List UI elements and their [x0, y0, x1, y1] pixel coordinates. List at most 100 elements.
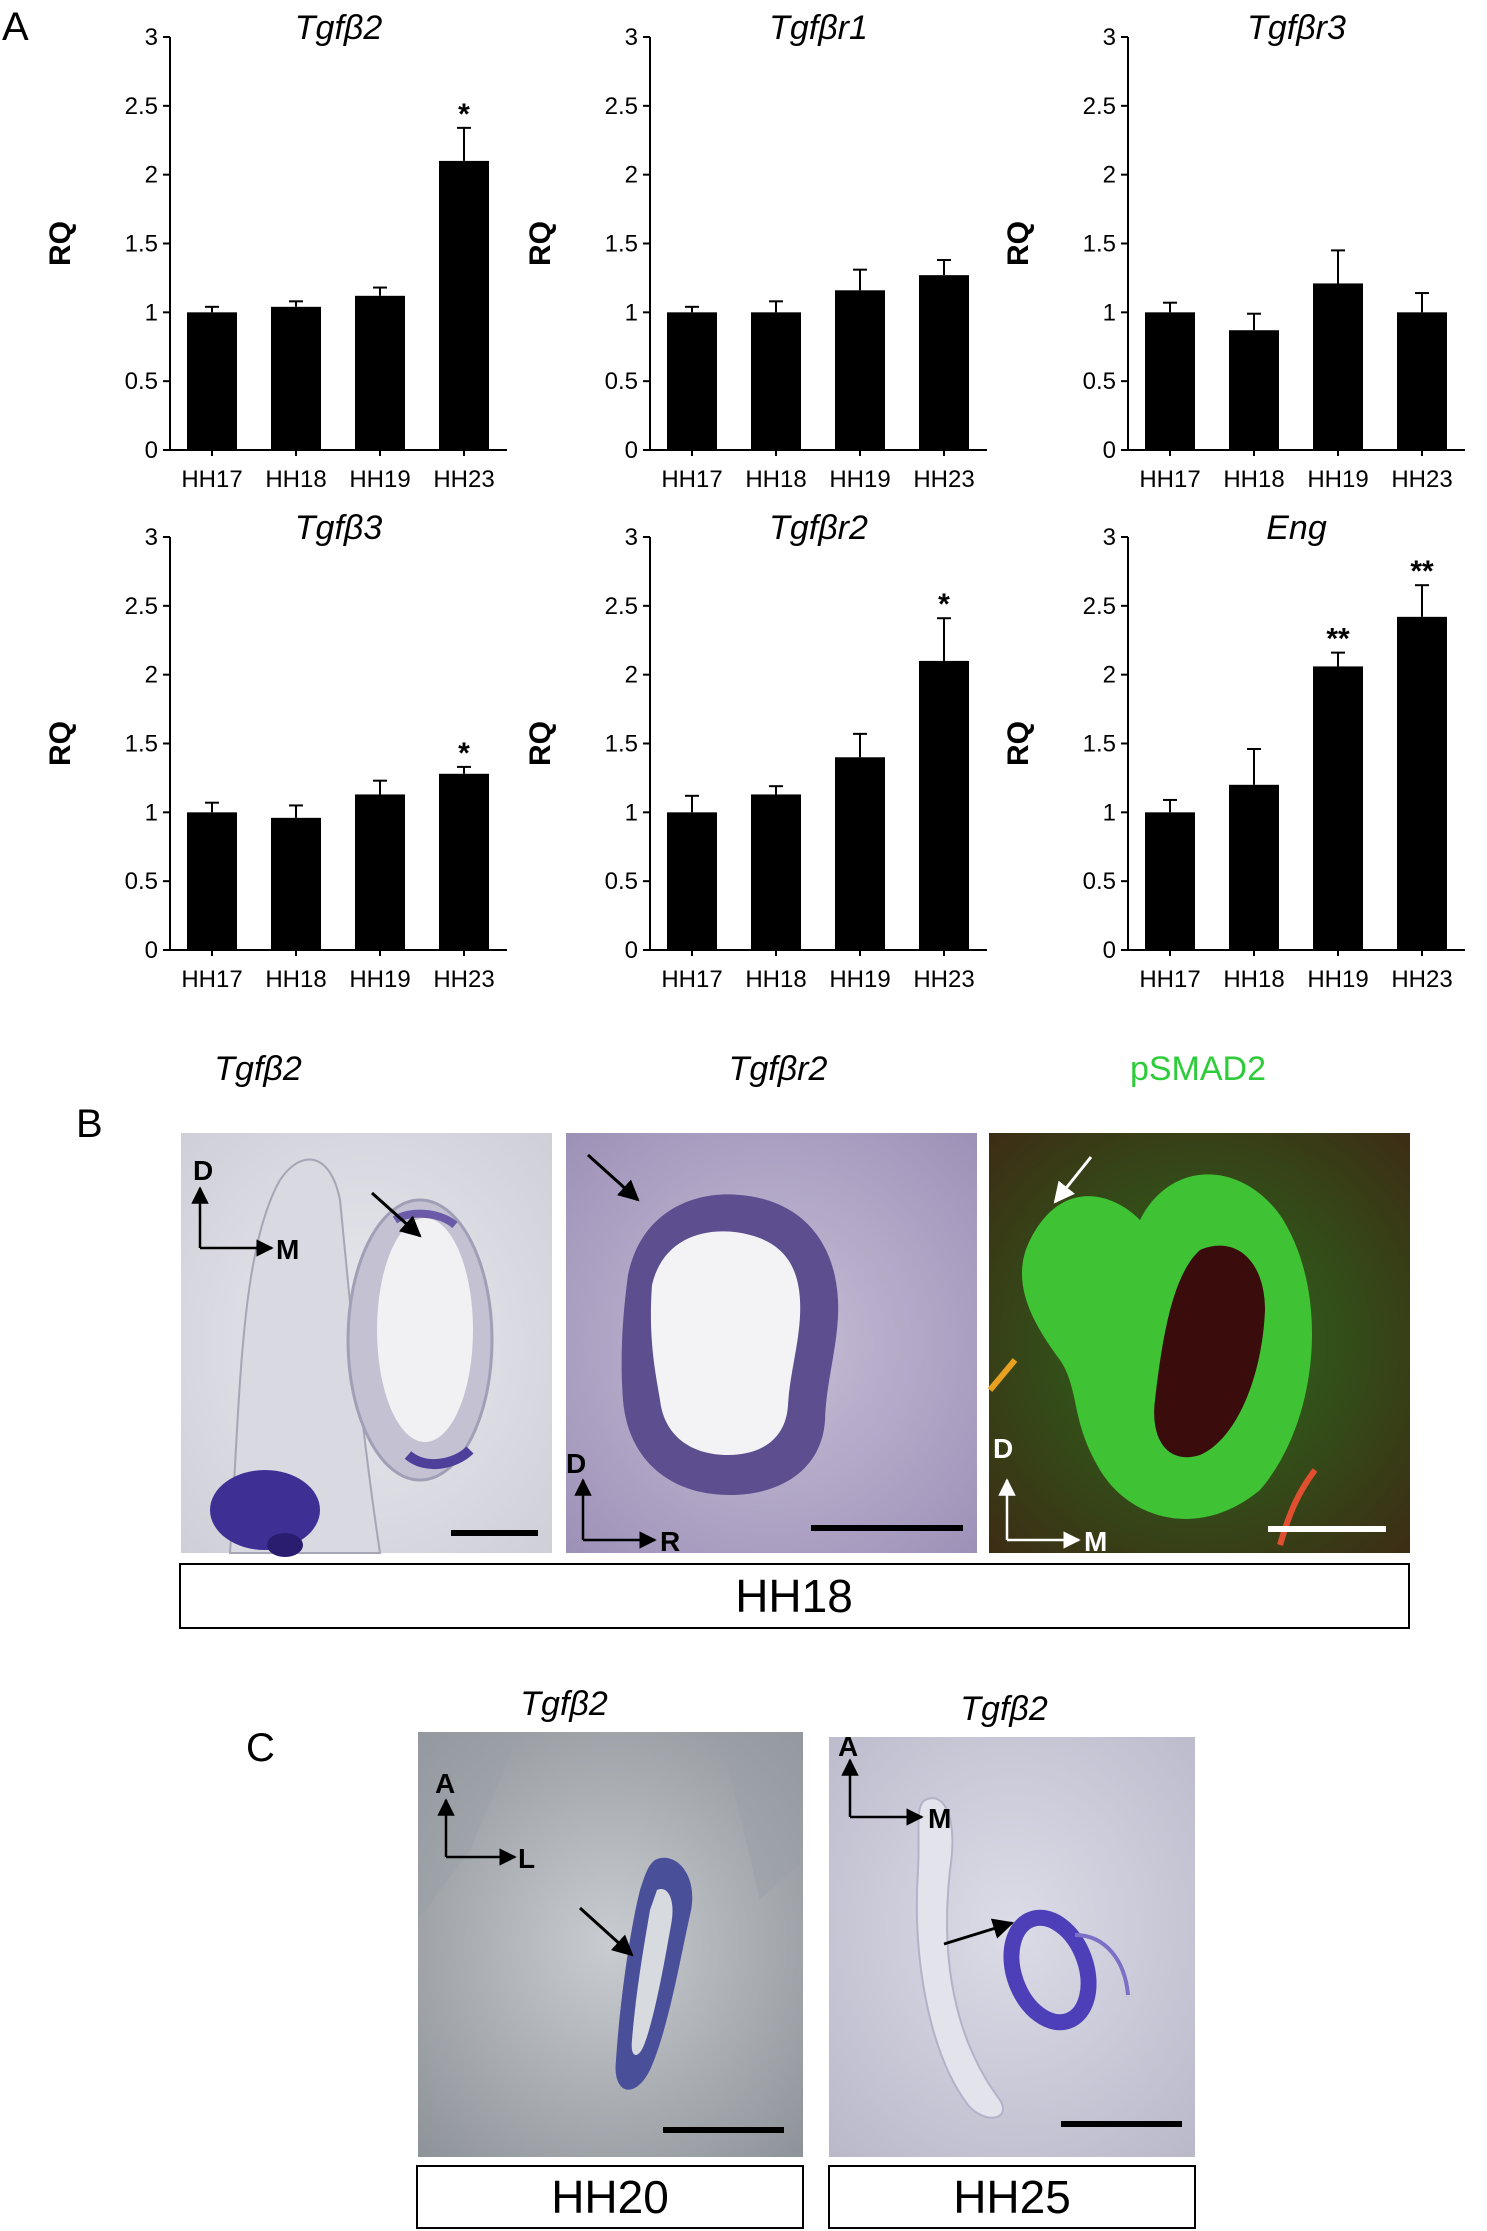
micrograph-b3	[987, 1133, 1410, 1553]
significance-marker: **	[1410, 555, 1434, 588]
panel-letter-b: B	[76, 1102, 103, 1146]
bar	[1229, 330, 1279, 450]
axis-label-horizontal-c2: M	[928, 1803, 951, 1834]
axis-label-horizontal-b2: R	[660, 1526, 680, 1557]
axis-label-vertical-b1: D	[193, 1155, 213, 1186]
x-tick-label: HH17	[1139, 466, 1200, 493]
y-tick-label: 0	[625, 437, 638, 464]
x-tick-label: HH18	[265, 466, 326, 493]
x-tick-label: HH23	[1391, 966, 1452, 993]
panel-b-title-3: pSMAD2	[1130, 1050, 1266, 1088]
bar	[271, 306, 321, 450]
significance-marker: **	[1326, 623, 1350, 656]
scale-bar-b1	[451, 1530, 538, 1536]
y-tick-label: 3	[1103, 524, 1116, 551]
bar	[835, 290, 885, 450]
bar	[1145, 812, 1195, 950]
significance-marker: *	[458, 737, 470, 770]
x-tick-label: HH23	[433, 966, 494, 993]
y-tick-label: 0	[1103, 437, 1116, 464]
scale-bar-b3	[1268, 1526, 1386, 1532]
y-tick-label: 1.5	[1083, 731, 1116, 758]
y-tick-label: 3	[145, 524, 158, 551]
chart-6: Eng RQ 0 0.5 1 1.5 2 2.5 3 HH17 HH18 HH19 ** HH23 **	[1002, 509, 1465, 993]
bar	[1397, 312, 1447, 450]
axis-label-vertical-c1: A	[435, 1768, 455, 1799]
y-tick-label: 0	[145, 937, 158, 964]
panel-b: Tgfβ2 D M Tgfβr2 D R pSMAD2	[181, 1050, 1410, 1557]
y-tick-label: 0	[145, 437, 158, 464]
micrograph-c2	[829, 1737, 1195, 2157]
stage-box-hh18: HH18	[179, 1563, 1410, 1629]
chart-3: Tgfβr3 RQ 0 0.5 1 1.5 2 2.5 3 HH17 HH18 HH19 HH23	[1002, 9, 1465, 493]
axis-label-horizontal-b1: M	[276, 1234, 299, 1265]
axis-label-vertical-c2: A	[838, 1731, 858, 1762]
chart-title: Tgfβr1	[769, 9, 868, 47]
x-tick-label: HH23	[913, 966, 974, 993]
axis-label-horizontal-b3: M	[1084, 1526, 1107, 1557]
y-tick-label: 0	[625, 937, 638, 964]
y-tick-label: 0.5	[605, 868, 638, 895]
chart-2: Tgfβr1 RQ 0 0.5 1 1.5 2 2.5 3 HH17 HH18 HH19 HH23	[524, 9, 987, 493]
micrograph-b1	[181, 1133, 552, 1557]
y-tick-label: 1	[625, 299, 638, 326]
y-tick-label: 2	[1103, 162, 1116, 189]
x-tick-label: HH23	[913, 466, 974, 493]
panel-letter-c: C	[246, 1726, 275, 1770]
axis-label-vertical-b3: D	[993, 1433, 1013, 1464]
bar	[667, 812, 717, 950]
y-tick-label: 1	[145, 799, 158, 826]
bar	[751, 794, 801, 950]
stage-box-hh20: HH20	[416, 2165, 804, 2229]
scale-bar-c1	[663, 2127, 784, 2133]
y-tick-label: 1.5	[605, 731, 638, 758]
y-tick-label: 1.5	[605, 231, 638, 258]
bar	[439, 773, 489, 950]
bar	[355, 794, 405, 950]
y-tick-label: 1	[625, 799, 638, 826]
y-tick-label: 2	[625, 162, 638, 189]
y-tick-label: 3	[1103, 24, 1116, 51]
x-tick-label: HH18	[745, 966, 806, 993]
bar	[919, 660, 969, 950]
significance-marker: *	[458, 98, 470, 131]
panel-letter-a: A	[2, 5, 29, 49]
x-tick-label: HH17	[661, 466, 722, 493]
panel-c: Tgfβ2 A L HH20 Tgfβ2 A M	[416, 1685, 1196, 2229]
significance-marker: *	[938, 588, 950, 621]
bar	[439, 160, 489, 450]
x-tick-label: HH17	[181, 466, 242, 493]
bar	[271, 817, 321, 950]
y-tick-label: 2.5	[125, 593, 158, 620]
y-tick-label: 0.5	[1083, 368, 1116, 395]
bar	[1313, 666, 1363, 950]
micrograph-b2	[566, 1133, 977, 1553]
y-tick-label: 1.5	[125, 731, 158, 758]
y-tick-label: 1.5	[1083, 231, 1116, 258]
stage-box-hh25: HH25	[828, 2165, 1196, 2229]
pointer-arrow-c1	[578, 1906, 634, 1957]
x-tick-label: HH17	[181, 966, 242, 993]
stage-label-hh20: HH20	[551, 2171, 669, 2223]
x-tick-label: HH23	[1391, 466, 1452, 493]
y-axis-label: RQ	[1002, 221, 1035, 266]
stage-label-hh25: HH25	[953, 2171, 1071, 2223]
y-axis-label: RQ	[524, 221, 557, 266]
scale-bar-b2	[811, 1525, 963, 1531]
y-tick-label: 2	[145, 662, 158, 689]
y-tick-label: 0.5	[605, 368, 638, 395]
stage-label-hh18: HH18	[735, 1570, 853, 1622]
pointer-arrow-b3	[1053, 1156, 1093, 1204]
y-tick-label: 2	[1103, 662, 1116, 689]
y-tick-label: 1	[145, 299, 158, 326]
chart-title: Eng	[1266, 509, 1327, 547]
x-tick-label: HH19	[349, 466, 410, 493]
x-tick-label: HH19	[829, 466, 890, 493]
x-tick-label: HH19	[349, 966, 410, 993]
pointer-arrow-b2	[586, 1153, 640, 1202]
chart-4: Tgfβ3 RQ 0 0.5 1 1.5 2 2.5 3 HH17 HH18 HH19 HH23 *	[44, 509, 507, 993]
y-tick-label: 3	[625, 24, 638, 51]
chart-title: Tgfβr3	[1247, 9, 1346, 47]
pointer-arrow-b1	[370, 1191, 422, 1238]
